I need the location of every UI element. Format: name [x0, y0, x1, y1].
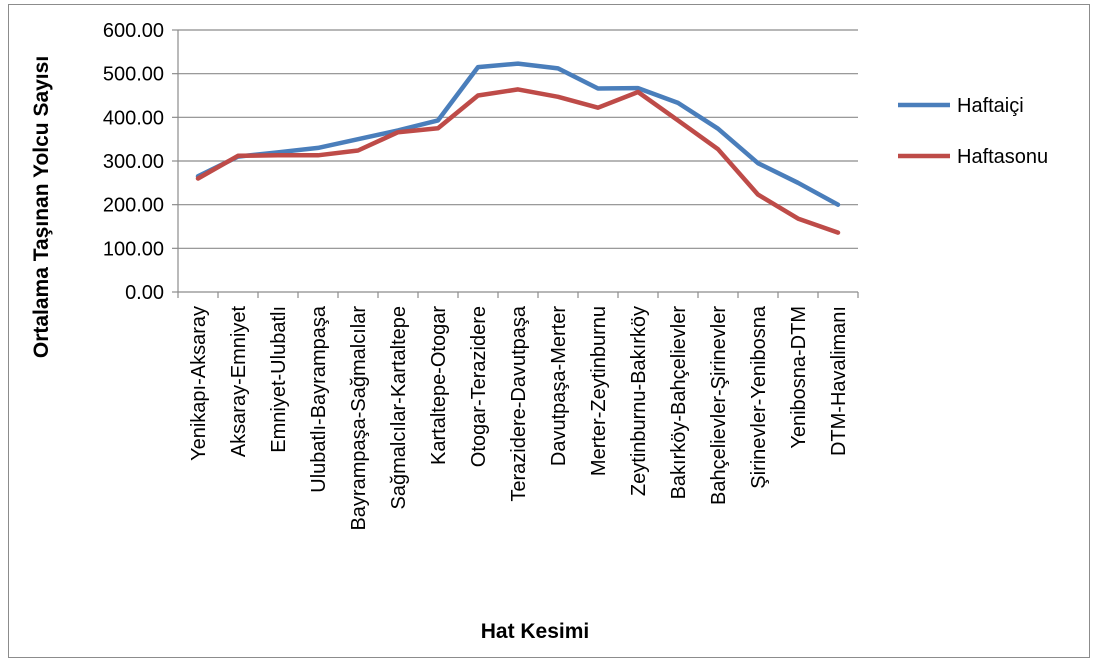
x-axis-title: Hat Kesimi [481, 620, 590, 643]
legend-label: Haftasonu [957, 146, 1048, 168]
x-tick-label: Davutpaşa-Merter [548, 306, 570, 466]
x-tick-label: Ulubatlı-Bayrampaşa [308, 305, 330, 493]
x-tick-label: Yenikapı-Aksaray [188, 306, 210, 461]
chart-frame [8, 4, 1090, 658]
x-tick-label: Bakırköy-Bahçelievler [668, 306, 690, 500]
x-tick-label: Aksaray-Emniyet [228, 306, 250, 458]
y-tick-labels: 0.00 100.00 200.00 300.00 400.00 500.00 600.00 [103, 20, 164, 304]
y-tick-label: 200.00 [103, 195, 164, 217]
series-line-1 [195, 61, 841, 207]
x-tick-label: Yenibosna-DTM [788, 306, 810, 449]
gridlines [178, 29, 858, 249]
x-tick-label: Bahçelievler-Şirinevler [708, 306, 730, 505]
legend: Haftaiçi Haftasonu [898, 95, 1048, 168]
series-line-2 [195, 87, 841, 235]
y-tick-label: 0.00 [125, 282, 164, 304]
y-tick-label: 500.00 [103, 64, 164, 86]
x-tick-label: Otogar-Terazidere [468, 306, 490, 467]
y-tick-label: 600.00 [103, 20, 164, 42]
legend-label: Haftaiçi [957, 95, 1024, 117]
x-tick-label: Terazidere-Davutpaşa [508, 305, 530, 502]
x-tick-labels: Yenikapı-Aksaray Aksaray-Emniyet Emniyet-U… [188, 305, 850, 530]
x-tick-label: Emniyet-Ulubatlı [268, 306, 290, 453]
x-tick-label: Sağmalcılar-Kartaltepe [388, 306, 410, 509]
x-tick-label: Kartaltepe-Otogar [428, 306, 450, 465]
y-axis-title: Ortalama Taşınan Yolcu Sayısı [30, 56, 53, 358]
y-tick-label: 300.00 [103, 151, 164, 173]
x-tick-label: Zeytinburnu-Bakırköy [628, 306, 650, 496]
series-lines [195, 61, 841, 235]
x-tick-label: DTM-Havalimanı [828, 306, 850, 456]
axes [172, 29, 859, 298]
x-tick-label: Bayrampaşa-Sağmalcılar [348, 306, 370, 531]
x-tick-label: Şirinevler-Yenibosna [748, 305, 770, 489]
x-tick-label: Merter-Zeytinburnu [588, 306, 610, 476]
y-tick-label: 100.00 [103, 238, 164, 260]
y-tick-label: 400.00 [103, 107, 164, 129]
